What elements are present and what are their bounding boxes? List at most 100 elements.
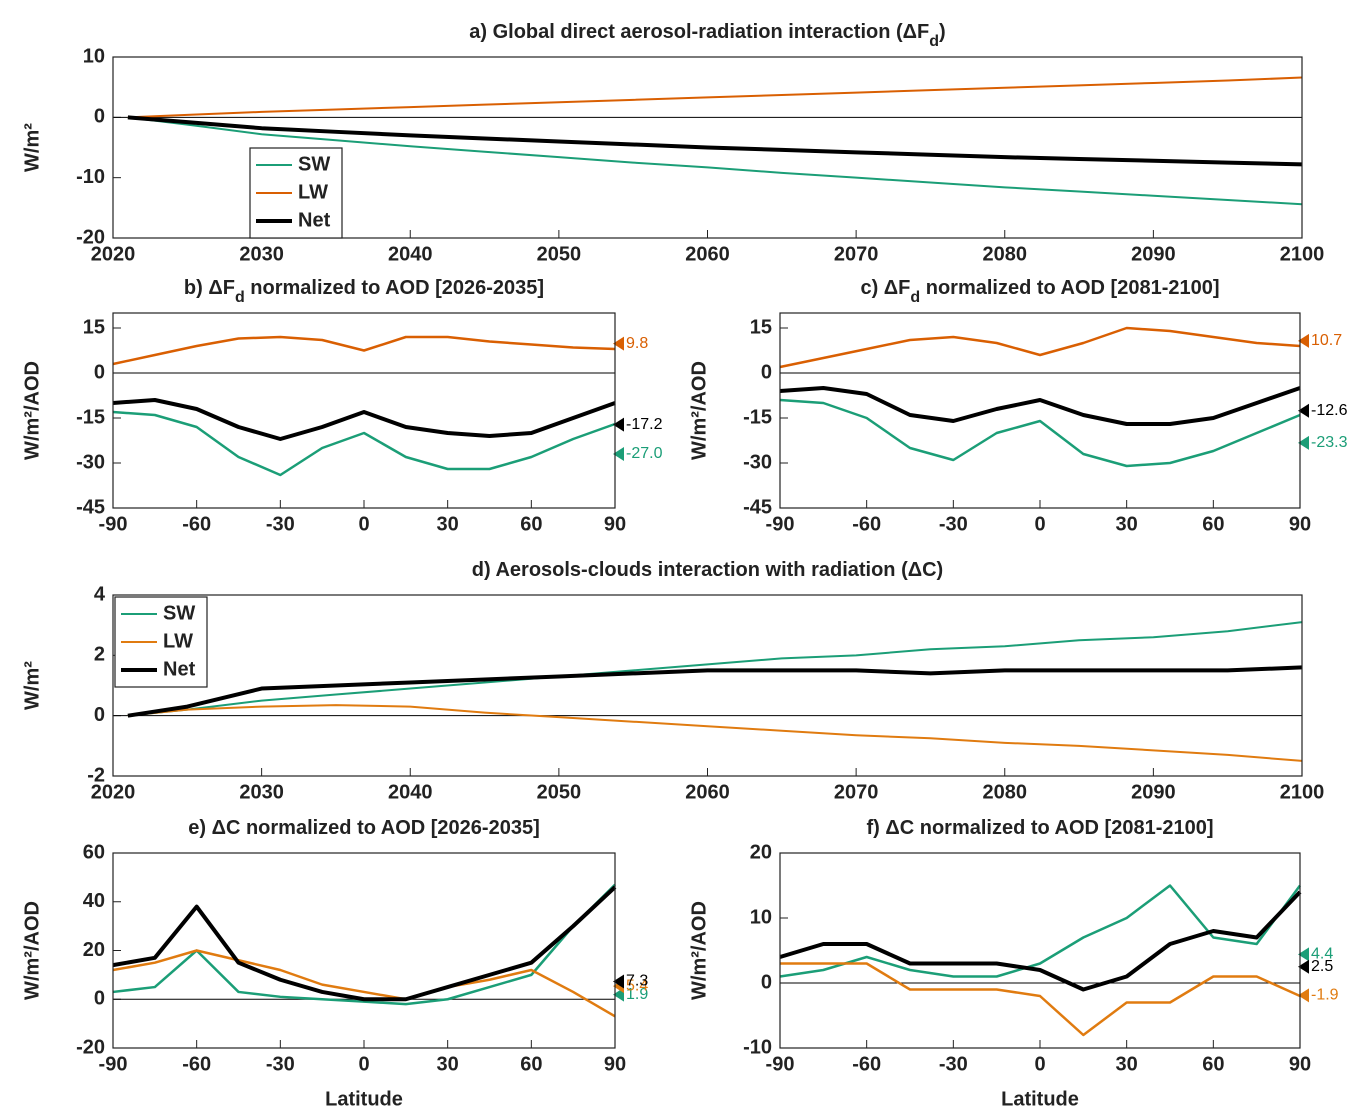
title-part: d: [235, 289, 245, 306]
y-tick-label: -15: [76, 406, 105, 428]
y-tick-label: -10: [743, 1036, 772, 1058]
legend-label: SW: [298, 153, 330, 175]
end-marker-label: -17.2: [626, 416, 663, 433]
legend-label: LW: [298, 181, 328, 203]
end-marker-label: 10.7: [1311, 332, 1342, 349]
series-line: [127, 665, 1303, 718]
series-line: [127, 704, 1303, 762]
x-tick-label: -90: [766, 513, 795, 535]
y-tick-label: 4: [94, 583, 106, 605]
panel-title: f) ΔC normalized to AOD [2081-2100]: [866, 817, 1213, 839]
y-tick-label: 15: [83, 316, 105, 338]
panel-title: e) ΔC normalized to AOD [2026-2035]: [188, 817, 540, 839]
axes-frame: [112, 852, 616, 1049]
x-tick-label: -60: [852, 513, 881, 535]
axes-frame: [779, 312, 1301, 509]
x-tick-label: 2030: [239, 781, 284, 803]
x-tick-label: 2070: [834, 781, 879, 803]
axes-frame: [112, 56, 1303, 239]
end-marker-label: -23.3: [1311, 434, 1348, 451]
y-tick-label: -45: [76, 496, 105, 518]
end-marker: [1298, 435, 1309, 450]
y-tick-label: 0: [94, 361, 105, 383]
series-line: [112, 398, 616, 441]
x-tick-label: -60: [182, 1053, 211, 1075]
end-marker-label: -27.0: [626, 445, 663, 462]
y-tick-label: 0: [761, 361, 772, 383]
end-marker-label: 4.4: [1311, 946, 1333, 963]
x-tick-label: -90: [766, 1053, 795, 1075]
x-tick-label: 30: [1116, 1053, 1138, 1075]
y-tick-label: 2: [94, 644, 105, 666]
x-tick-label: 2070: [834, 243, 879, 265]
series-line: [779, 884, 1302, 978]
title-part: c) ΔF: [860, 277, 910, 299]
x-tick-label: 2020: [91, 243, 136, 265]
end-marker-label: 5.4: [626, 977, 648, 994]
x-tick-label: 2050: [537, 243, 582, 265]
y-tick-label: 0: [94, 106, 105, 128]
y-tick-label: -45: [743, 496, 772, 518]
series-line: [127, 115, 1303, 167]
legend-label: Net: [298, 209, 331, 231]
end-marker-label: 7.3: [626, 973, 648, 990]
legend-label: LW: [163, 630, 193, 652]
y-tick-label: 20: [750, 841, 772, 863]
title-part: b) ΔF: [184, 277, 235, 299]
legend-label: Net: [163, 658, 196, 680]
x-tick-label: -30: [939, 513, 968, 535]
series-line: [112, 335, 616, 366]
y-tick-label: 0: [761, 971, 772, 993]
end-marker: [613, 417, 624, 432]
x-tick-label: 30: [437, 513, 459, 535]
title-part: d: [910, 289, 920, 306]
x-tick-label: 0: [1034, 1053, 1045, 1075]
y-axis-label: W/m²/AOD: [21, 361, 43, 460]
end-marker: [1298, 947, 1309, 962]
end-marker-label: 1.9: [626, 986, 648, 1003]
x-tick-label: 90: [1289, 513, 1311, 535]
x-tick-label: -90: [99, 1053, 128, 1075]
y-tick-label: -15: [743, 406, 772, 428]
x-tick-label: -30: [939, 1053, 968, 1075]
x-tick-label: 60: [1202, 1053, 1224, 1075]
title-part: e) ΔC normalized to AOD [2026-2035]: [188, 817, 540, 839]
y-tick-label: -10: [76, 166, 105, 188]
x-tick-label: 2060: [685, 781, 730, 803]
x-tick-label: 90: [604, 513, 626, 535]
end-marker-label: -12.6: [1311, 402, 1348, 419]
end-marker-label: 9.8: [626, 335, 648, 352]
plot-area: [780, 313, 1300, 508]
x-tick-label: -30: [266, 513, 295, 535]
x-tick-label: 2050: [537, 781, 582, 803]
x-tick-label: 0: [358, 1053, 369, 1075]
x-tick-label: 2080: [983, 781, 1028, 803]
x-tick-label: 2040: [388, 243, 433, 265]
x-tick-label: -60: [182, 513, 211, 535]
x-tick-label: 0: [1034, 513, 1045, 535]
y-tick-label: -30: [76, 451, 105, 473]
series-line: [112, 949, 616, 1018]
end-marker-label: -1.9: [1311, 987, 1339, 1004]
x-tick-label: 2080: [983, 243, 1028, 265]
series-line: [127, 76, 1303, 119]
title-part: d) Aerosols-clouds interaction with radi…: [472, 559, 943, 581]
series-line: [780, 962, 1301, 1037]
y-tick-label: -20: [76, 1036, 105, 1058]
x-tick-label: 30: [437, 1053, 459, 1075]
series-line: [127, 116, 1303, 206]
series-line: [779, 398, 1301, 468]
axes-frame: [112, 594, 1303, 777]
y-axis-label: W/m²: [21, 661, 43, 710]
series-line: [112, 410, 616, 477]
title-part: ): [939, 21, 946, 43]
panel-title: b) ΔFd normalized to AOD [2026-2035]: [184, 277, 544, 305]
end-marker: [1298, 988, 1309, 1003]
x-axis-label: Latitude: [1001, 1088, 1079, 1110]
end-marker: [613, 336, 624, 351]
y-tick-label: 10: [750, 906, 772, 928]
x-tick-label: 60: [1202, 513, 1224, 535]
end-marker: [613, 974, 624, 989]
x-tick-label: 60: [520, 1053, 542, 1075]
